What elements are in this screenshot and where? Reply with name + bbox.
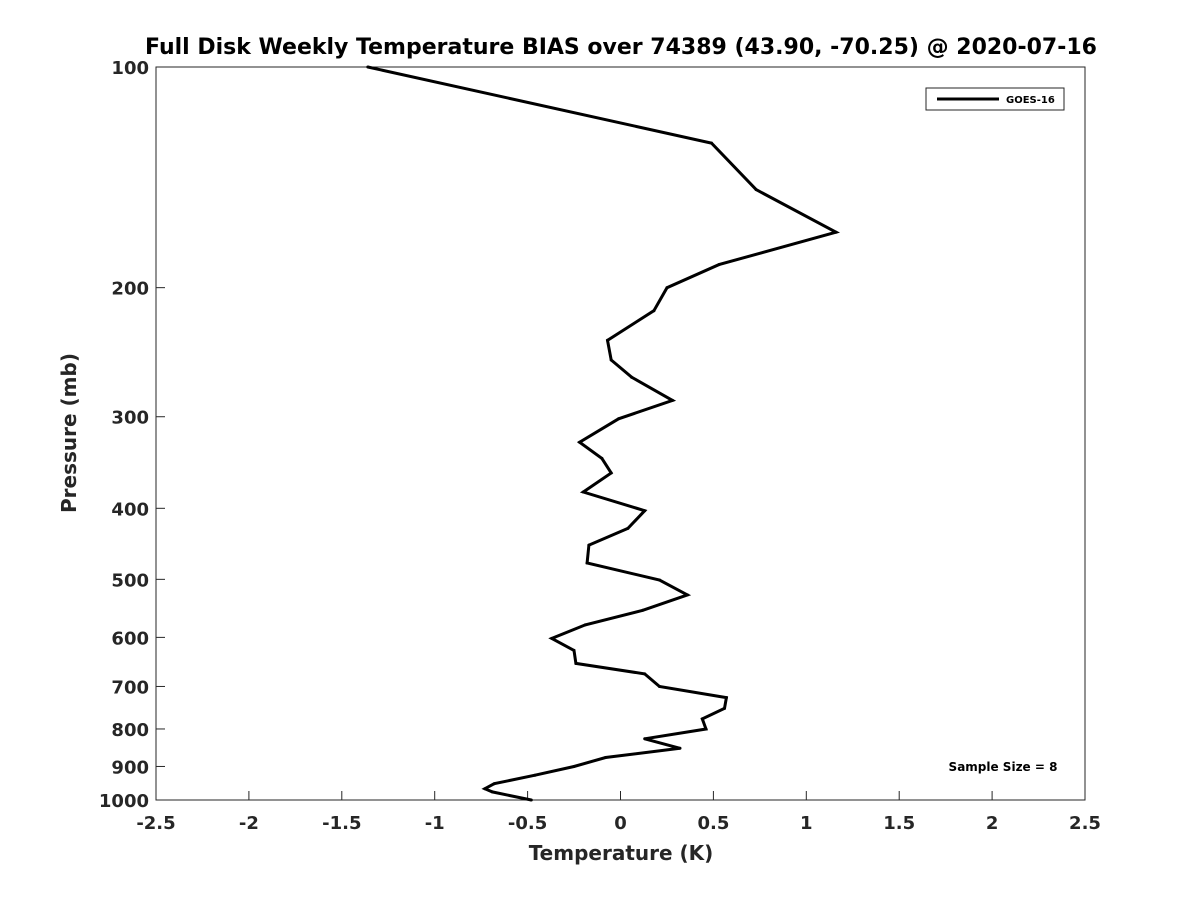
data-point <box>700 717 704 721</box>
data-point <box>723 706 726 710</box>
x-axis-ticks: -2.5 -2 -1.5 -1 -0.5 0 0.5 1 1.5 2 2.5 <box>136 791 1101 834</box>
data-point <box>587 543 591 547</box>
x-tick-label: 2 <box>986 813 999 834</box>
data-point <box>533 773 537 777</box>
x-tick-label: 0 <box>614 813 627 834</box>
data-point <box>550 636 554 640</box>
data-point <box>606 338 609 342</box>
data-point <box>643 672 647 676</box>
x-tick-label: 2.5 <box>1069 813 1101 834</box>
data-point <box>834 230 838 234</box>
series-line-goes-16 <box>367 65 841 802</box>
data-point <box>572 648 576 652</box>
data-point <box>626 526 630 530</box>
series-points <box>366 65 838 802</box>
data-point <box>630 375 634 379</box>
y-tick-label: 300 <box>111 408 149 429</box>
data-point <box>678 746 682 750</box>
y-axis-ticks: 100 200 300 400 500 600 700 800 900 1000 <box>99 58 165 812</box>
y-tick-label: 500 <box>111 570 149 591</box>
data-point <box>685 593 689 597</box>
x-tick-label: 1 <box>800 813 813 834</box>
data-point <box>710 141 713 145</box>
data-point <box>652 309 656 313</box>
data-point <box>574 661 578 665</box>
data-point <box>617 417 621 421</box>
data-point <box>724 696 728 700</box>
y-tick-label: 100 <box>111 58 149 79</box>
data-point <box>609 471 613 475</box>
data-point <box>604 756 608 759</box>
y-axis-label: Pressure (mb) <box>57 353 81 513</box>
data-point <box>665 286 669 290</box>
x-tick-label: -2.5 <box>136 813 175 834</box>
data-point <box>641 608 645 612</box>
data-point <box>643 509 647 513</box>
plot-frame <box>155 66 1086 801</box>
x-tick-label: -1.5 <box>322 813 361 834</box>
data-point <box>572 765 576 768</box>
x-tick-label: -1 <box>425 813 445 834</box>
x-axis-label: Temperature (K) <box>529 841 714 865</box>
data-point <box>643 737 647 741</box>
data-point <box>600 456 604 460</box>
y-tick-label: 700 <box>111 677 149 698</box>
data-point <box>717 263 721 267</box>
y-tick-label: 600 <box>111 628 149 649</box>
data-point <box>578 440 582 444</box>
data-point <box>583 623 587 627</box>
data-point <box>671 398 674 402</box>
x-tick-label: 1.5 <box>883 813 915 834</box>
data-point <box>585 561 589 565</box>
data-point <box>704 727 708 731</box>
data-point <box>366 65 370 69</box>
chart-title: Full Disk Weekly Temperature BIAS over 7… <box>145 35 1097 60</box>
data-point <box>754 188 758 192</box>
data-point <box>609 358 613 362</box>
x-tick-label: 0.5 <box>697 813 729 834</box>
data-point <box>581 490 585 494</box>
sample-size-annotation: Sample Size = 8 <box>949 760 1058 774</box>
data-point <box>483 787 487 791</box>
legend: GOES-16 <box>925 87 1065 111</box>
y-tick-label: 900 <box>111 757 149 778</box>
y-tick-label: 400 <box>111 499 149 520</box>
y-tick-label: 800 <box>111 720 149 741</box>
data-point <box>658 685 661 688</box>
x-tick-label: -2 <box>239 813 259 834</box>
data-point <box>529 798 533 802</box>
y-tick-label: 1000 <box>99 791 149 812</box>
data-point <box>492 782 496 786</box>
legend-entry-goes-16: GOES-16 <box>1006 95 1055 106</box>
y-tick-label: 200 <box>111 279 149 300</box>
data-point <box>658 578 661 582</box>
data-point <box>490 790 494 794</box>
x-tick-label: -0.5 <box>508 813 547 834</box>
